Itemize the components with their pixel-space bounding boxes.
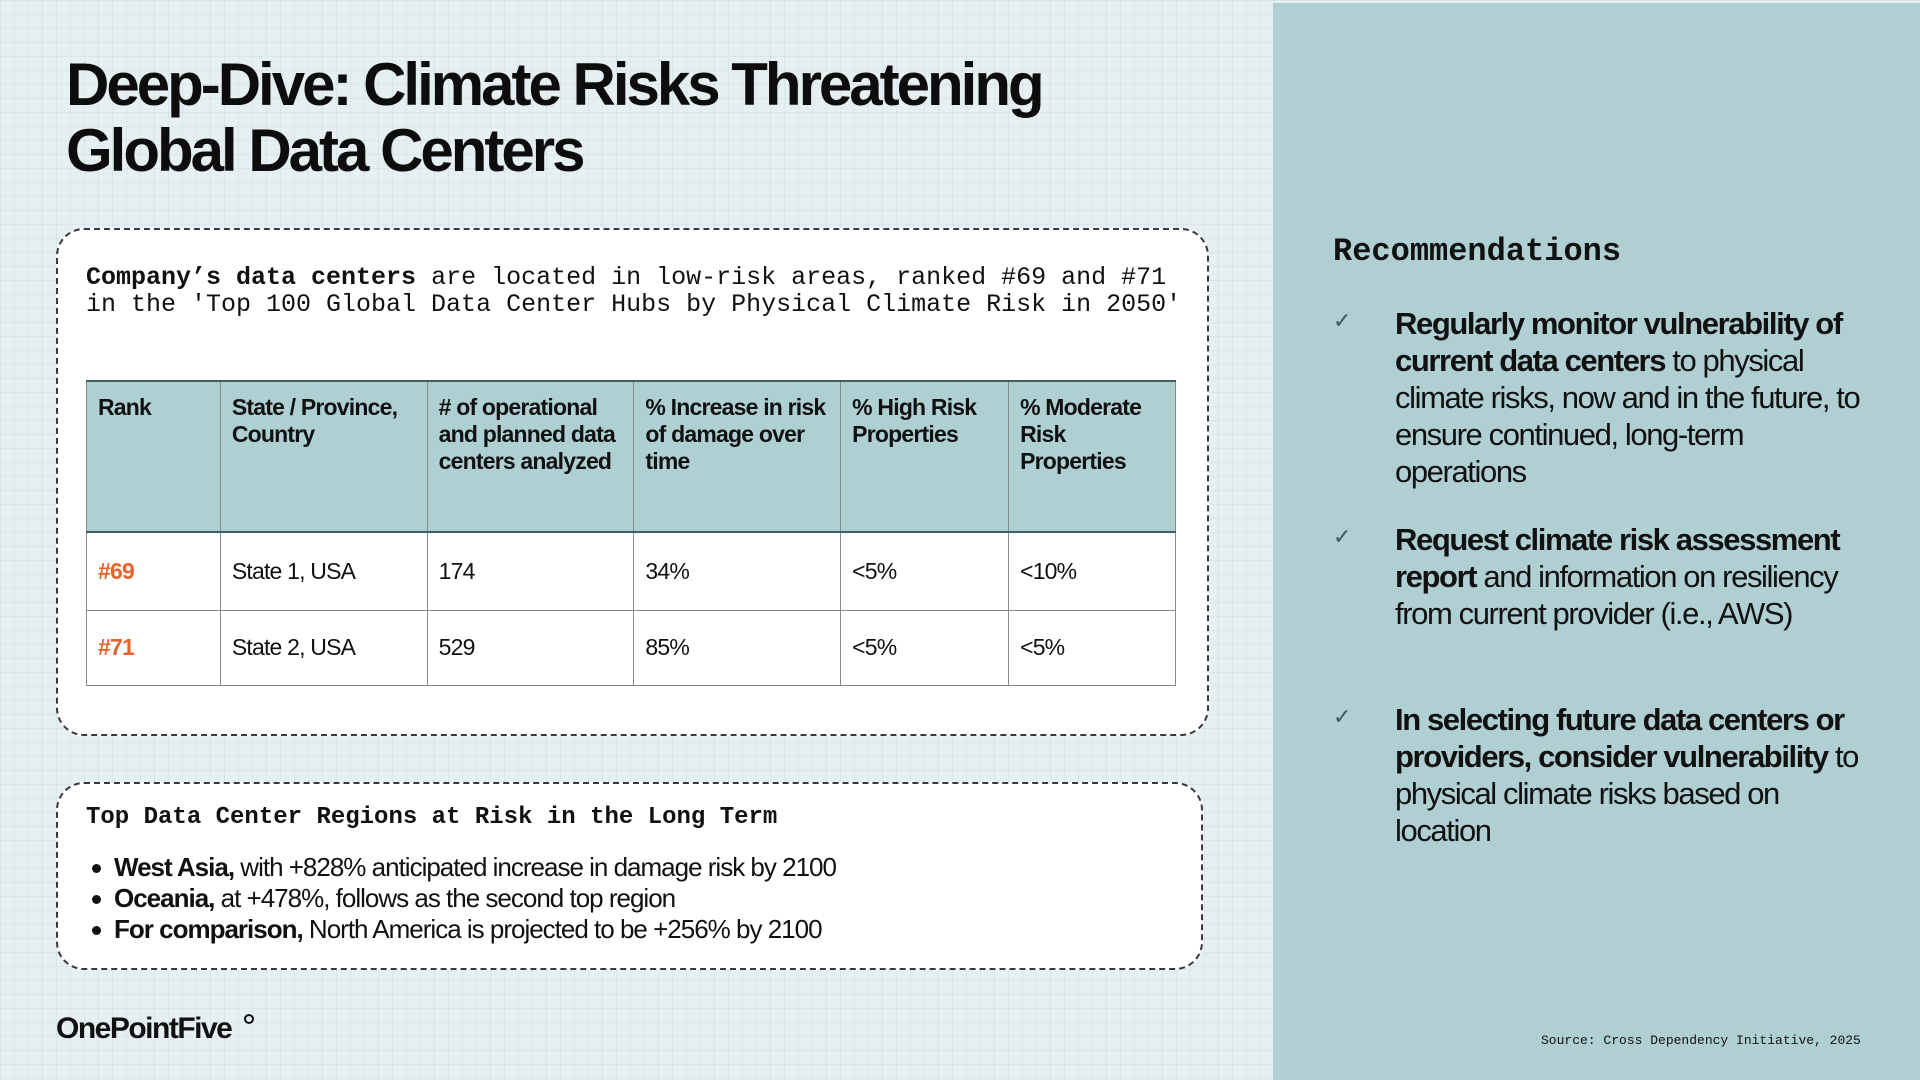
region-bold: Oceania, [114, 883, 215, 913]
region-text: North America is projected to be +256% b… [302, 914, 823, 944]
cell-increase: 85% [633, 609, 842, 686]
region-bold: West Asia, [114, 852, 235, 882]
page-title-line2: Global Data Centers [66, 117, 585, 184]
intro-line1: are located in low-risk areas, ranked #6… [416, 263, 1167, 292]
cell-increase: 34% [633, 531, 842, 611]
cell-count: 174 [426, 531, 635, 611]
cell-moderate-risk: <5% [1008, 609, 1176, 686]
recommendations-title: Recommendations [1333, 233, 1622, 270]
recommendation-text: In selecting future data centers or prov… [1395, 701, 1875, 849]
header-increase: % Increase in risk of damage over time [633, 380, 842, 533]
recommendations-panel: Recommendations ✓ Regularly monitor vuln… [1273, 3, 1920, 1080]
page-title: Deep-Dive: Climate Risks Threatening Glo… [66, 52, 1066, 184]
header-moderate-risk: % Moderate Risk Properties [1008, 380, 1176, 533]
recommendation-text: Request climate risk assessment report a… [1395, 521, 1875, 632]
header-location: State / Province, Country [219, 380, 428, 533]
check-icon: ✓ [1333, 525, 1352, 550]
cell-high-risk: <5% [840, 531, 1010, 611]
logo-mark-icon [244, 1014, 254, 1024]
recommendation-bold: In selecting future data centers or prov… [1395, 702, 1845, 774]
header-high-risk: % High Risk Properties [840, 380, 1010, 533]
cell-high-risk: <5% [840, 609, 1010, 686]
recommendation-rest: to physical climate risks, now and in th… [1395, 343, 1861, 489]
list-item: Oceania, at +478%, follows as the second… [88, 883, 1168, 914]
regions-list: West Asia, with +828% anticipated increa… [88, 852, 1168, 945]
header-rank: Rank [86, 380, 221, 533]
recommendation-bold: Regularly monitor vulnerability of curre… [1395, 306, 1843, 378]
region-text: with +828% anticipated increase in damag… [234, 852, 837, 882]
intro-bold: Company’s data centers [86, 263, 417, 292]
ranking-card: Company’s data centers are located in lo… [56, 228, 1209, 736]
recommendation-rest: to physical climate risks based on locat… [1395, 739, 1859, 848]
header-count: # of operational and planned data center… [426, 380, 635, 533]
check-icon: ✓ [1333, 309, 1352, 334]
region-bold: For comparison, [114, 914, 304, 944]
regions-title: Top Data Center Regions at Risk in the L… [86, 804, 778, 831]
ranking-table: Rank State / Province, Country # of oper… [86, 380, 1176, 686]
table-row: #71 State 2, USA 529 85% <5% <5% [86, 609, 1176, 686]
recommendation-bold: Request climate risk assessment report [1395, 522, 1841, 594]
cell-location: State 1, USA [219, 531, 428, 611]
list-item: West Asia, with +828% anticipated increa… [88, 852, 1168, 883]
check-icon: ✓ [1333, 705, 1352, 730]
page-title-line1: Deep-Dive: Climate Risks Threatening [66, 51, 1045, 118]
table-row: #69 State 1, USA 174 34% <5% <10% [86, 531, 1176, 611]
cell-count: 529 [426, 609, 635, 686]
ranking-intro: Company’s data centers are located in lo… [86, 264, 1186, 318]
recommendation-rest: and information on resiliency from curre… [1395, 559, 1839, 631]
intro-line2: in the 'Top 100 Global Data Center Hubs … [86, 290, 1182, 319]
cell-rank: #69 [86, 531, 221, 611]
region-text: at +478%, follows as the second top regi… [214, 883, 676, 913]
table-header-row: Rank State / Province, Country # of oper… [86, 380, 1176, 533]
brand-logo: OnePointFive [56, 1012, 233, 1045]
cell-rank: #71 [86, 609, 221, 686]
recommendation-text: Regularly monitor vulnerability of curre… [1395, 305, 1875, 490]
regions-card: Top Data Center Regions at Risk in the L… [56, 782, 1203, 970]
list-item: For comparison, North America is project… [88, 914, 1168, 945]
source-note: Source: Cross Dependency Initiative, 202… [1541, 1033, 1861, 1048]
cell-moderate-risk: <10% [1008, 531, 1176, 611]
cell-location: State 2, USA [219, 609, 428, 686]
